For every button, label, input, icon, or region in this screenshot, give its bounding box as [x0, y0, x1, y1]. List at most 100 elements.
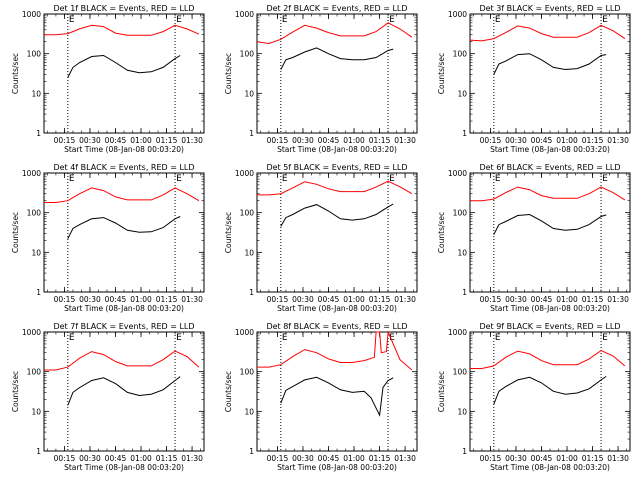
plot-frame — [43, 13, 205, 134]
x-tick-label: 00:15 — [54, 295, 76, 304]
vline-label: E — [176, 174, 182, 184]
vline-label: E — [69, 333, 75, 343]
panel-title: Det 6f BLACK = Events, RED = LLD — [479, 163, 620, 172]
x-tick-label: 00:45 — [531, 295, 553, 304]
y-tick-label: 1000 — [448, 328, 467, 337]
vline-label: E — [282, 15, 288, 25]
x-tick-label: 01:15 — [582, 454, 604, 463]
x-tick-label: 01:30 — [181, 454, 203, 463]
vline-label: E — [69, 15, 75, 25]
y-tick-label: 100 — [453, 209, 468, 218]
series-events — [280, 47, 394, 70]
y-axis-label: Counts/sec — [437, 371, 446, 412]
vline-label: E — [69, 174, 75, 184]
x-tick-label: 00:15 — [480, 136, 502, 145]
vline-label: E — [602, 15, 608, 25]
y-tick-label: 1 — [249, 288, 254, 297]
x-axis-label: Start Time (08-Jan-08 00:03:20) — [490, 304, 610, 313]
x-tick-label: 00:30 — [292, 136, 314, 145]
x-tick-label: 00:30 — [79, 454, 101, 463]
panel-title: Det 1f BLACK = Events, RED = LLD — [53, 4, 194, 13]
x-tick-label: 01:30 — [394, 295, 416, 304]
x-tick-label: 00:45 — [531, 136, 553, 145]
x-axis-label: Start Time (08-Jan-08 00:03:20) — [277, 463, 397, 472]
y-tick-label: 1000 — [448, 10, 467, 19]
panel-4: Det 4f BLACK = Events, RED = LLD 1 10 100 10… — [11, 163, 205, 313]
x-tick-label: 01:15 — [156, 136, 178, 145]
vline-label: E — [602, 174, 608, 184]
series-lld — [44, 187, 200, 203]
y-tick-label: 1 — [462, 447, 467, 456]
x-tick-label: 00:30 — [505, 136, 527, 145]
series-events — [493, 213, 607, 235]
series-lld — [44, 24, 200, 36]
y-tick-label: 100 — [453, 368, 468, 377]
x-tick-label: 01:15 — [156, 295, 178, 304]
x-tick-label: 00:15 — [267, 454, 289, 463]
series-lld — [257, 180, 413, 196]
y-tick-label: 1 — [249, 129, 254, 138]
y-axis-label: Counts/sec — [11, 53, 20, 94]
plot-frame — [256, 13, 418, 134]
series-events — [67, 216, 181, 240]
series-events — [493, 53, 607, 75]
vline-label: E — [495, 15, 501, 25]
y-tick-label: 1000 — [235, 169, 254, 178]
x-tick-label: 00:30 — [292, 295, 314, 304]
x-tick-label: 01:30 — [181, 295, 203, 304]
x-tick-label: 00:15 — [480, 295, 502, 304]
x-tick-label: 01:00 — [343, 136, 365, 145]
x-tick-label: 01:30 — [607, 454, 629, 463]
panel-8: Det 8f BLACK = Events, RED = LLD 1 10 100 10… — [224, 322, 418, 472]
x-tick-label: 00:45 — [105, 454, 127, 463]
panel-title: Det 9f BLACK = Events, RED = LLD — [479, 322, 620, 331]
y-tick-label: 10 — [244, 407, 254, 416]
y-tick-label: 100 — [27, 368, 42, 377]
x-tick-label: 00:30 — [505, 295, 527, 304]
y-axis-label: Counts/sec — [437, 212, 446, 253]
series-lld — [44, 350, 200, 371]
y-tick-label: 1 — [249, 447, 254, 456]
x-axis-label: Start Time (08-Jan-08 00:03:20) — [277, 304, 397, 313]
panel-title: Det 5f BLACK = Events, RED = LLD — [266, 163, 407, 172]
x-tick-label: 01:30 — [607, 136, 629, 145]
y-tick-label: 100 — [240, 209, 255, 218]
vline-label: E — [495, 333, 501, 343]
x-axis-label: Start Time (08-Jan-08 00:03:20) — [64, 304, 184, 313]
vline-label: E — [602, 333, 608, 343]
y-axis-label: Counts/sec — [11, 212, 20, 253]
vline-label: E — [389, 15, 395, 25]
series-events — [280, 376, 394, 417]
y-tick-label: 1 — [36, 129, 41, 138]
x-tick-label: 01:00 — [130, 295, 152, 304]
series-lld — [470, 186, 626, 202]
x-tick-label: 00:15 — [54, 136, 76, 145]
x-tick-label: 00:45 — [318, 136, 340, 145]
x-tick-label: 00:30 — [292, 454, 314, 463]
y-tick-label: 10 — [31, 89, 41, 98]
panel-6: Det 6f BLACK = Events, RED = LLD 1 10 100 10… — [437, 163, 631, 313]
x-tick-label: 00:45 — [318, 454, 340, 463]
y-tick-label: 10 — [457, 407, 467, 416]
y-tick-label: 10 — [457, 248, 467, 257]
vline-label: E — [495, 174, 501, 184]
x-tick-label: 00:45 — [531, 454, 553, 463]
panel-5: Det 5f BLACK = Events, RED = LLD 1 10 100 10… — [224, 163, 418, 313]
y-tick-label: 1000 — [235, 328, 254, 337]
plot-frame — [469, 172, 631, 293]
x-tick-label: 00:45 — [105, 136, 127, 145]
x-axis-label: Start Time (08-Jan-08 00:03:20) — [64, 463, 184, 472]
series-events — [280, 203, 394, 227]
panel-title: Det 2f BLACK = Events, RED = LLD — [266, 4, 407, 13]
x-tick-label: 01:30 — [181, 136, 203, 145]
x-tick-label: 00:30 — [79, 295, 101, 304]
y-tick-label: 10 — [244, 248, 254, 257]
x-tick-label: 01:00 — [343, 454, 365, 463]
y-tick-label: 1000 — [22, 10, 41, 19]
x-tick-label: 01:15 — [369, 295, 391, 304]
vline-label: E — [389, 174, 395, 184]
x-tick-label: 00:15 — [480, 454, 502, 463]
x-axis-label: Start Time (08-Jan-08 00:03:20) — [64, 145, 184, 154]
panel-title: Det 4f BLACK = Events, RED = LLD — [53, 163, 194, 172]
x-tick-label: 01:00 — [556, 454, 578, 463]
